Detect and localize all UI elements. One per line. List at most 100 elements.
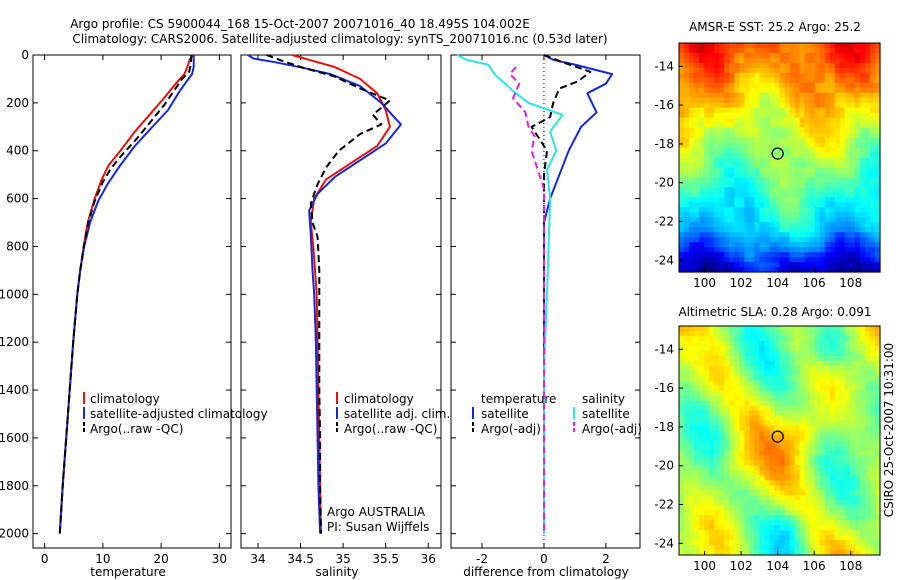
sst-heatmap-cell bbox=[844, 247, 851, 253]
sla-heatmap-cell bbox=[794, 395, 801, 402]
sla-heatmap-cell bbox=[789, 390, 796, 397]
sst-heatmap-cell bbox=[704, 87, 710, 94]
sst-heatmap-cell bbox=[859, 267, 866, 273]
sla-heatmap-cell bbox=[694, 410, 700, 417]
sst-heatmap-cell bbox=[864, 162, 871, 169]
sla-heatmap-cell bbox=[734, 520, 740, 526]
sla-heatmap-cell bbox=[704, 545, 710, 551]
sst-heatmap-cell bbox=[809, 247, 816, 253]
temperature-series-satellite-adjusted-climatology bbox=[58, 55, 195, 534]
sst-heatmap-cell bbox=[734, 117, 740, 124]
sla-heatmap-cell bbox=[829, 510, 836, 516]
sst-heatmap-cell bbox=[869, 212, 876, 218]
sst-heatmap-cell bbox=[694, 77, 700, 84]
sla-heatmap-cell bbox=[819, 515, 826, 521]
sst-heatmap-cell bbox=[719, 252, 725, 258]
sst-heatmap-cell bbox=[849, 217, 856, 223]
sst-heatmap-cell bbox=[699, 47, 705, 54]
sla-heatmap-cell bbox=[699, 485, 705, 491]
sla-heatmap-cell bbox=[874, 350, 881, 357]
sst-heatmap-cell bbox=[859, 92, 866, 99]
sst-heatmap-cell bbox=[864, 252, 871, 258]
sst-heatmap-cell bbox=[759, 162, 766, 169]
sst-heatmap-cell bbox=[779, 72, 786, 79]
sst-heatmap-cell bbox=[874, 62, 881, 69]
sst-heatmap-cell bbox=[774, 102, 781, 109]
sst-heatmap-cell bbox=[744, 177, 750, 183]
sla-heatmap-cell bbox=[824, 355, 831, 362]
sst-heatmap-cell bbox=[869, 67, 876, 74]
sst-heatmap-cell bbox=[844, 72, 851, 79]
sla-heatmap-cell bbox=[699, 455, 705, 462]
sla-heatmap-cell bbox=[694, 375, 700, 382]
sla-heatmap-cell bbox=[859, 360, 866, 367]
sst-heatmap-cell bbox=[724, 267, 730, 273]
sst-heatmap-cell bbox=[874, 43, 881, 49]
sst-heatmap-cell bbox=[834, 187, 841, 193]
sla-heatmap-cell bbox=[709, 475, 715, 481]
sla-heatmap-cell bbox=[829, 420, 836, 427]
sst-heatmap-cell bbox=[694, 157, 700, 164]
sst-heatmap-cell bbox=[799, 242, 806, 248]
sla-heatmap-cell bbox=[859, 350, 866, 357]
sst-heatmap-cell bbox=[794, 102, 801, 109]
sst-heatmap-cell bbox=[709, 43, 715, 49]
sst-heatmap-cell bbox=[719, 127, 725, 134]
sst-heatmap-cell bbox=[779, 262, 786, 268]
sla-heatmap-cell bbox=[679, 415, 685, 422]
sst-heatmap-cell bbox=[819, 237, 826, 243]
sst-heatmap-cell bbox=[824, 217, 831, 223]
sst-heatmap-cell bbox=[859, 177, 866, 183]
sst-heatmap-cell bbox=[699, 177, 705, 183]
sla-heatmap-cell bbox=[824, 345, 831, 352]
sst-heatmap-cell bbox=[679, 147, 685, 154]
difference-xtick-label: 0 bbox=[540, 552, 548, 566]
sla-heatmap-cell bbox=[764, 430, 771, 437]
sst-heatmap-cell bbox=[839, 227, 846, 233]
sla-heatmap-cell bbox=[759, 410, 766, 417]
sst-heatmap-cell bbox=[849, 237, 856, 243]
sst-heatmap-cell bbox=[799, 92, 806, 99]
sst-heatmap-cell bbox=[749, 202, 755, 208]
sst-heatmap-cell bbox=[859, 182, 866, 188]
sst-heatmap-cell bbox=[814, 257, 821, 263]
sla-heatmap-cell bbox=[819, 530, 826, 536]
sst-heatmap-cell bbox=[829, 262, 836, 268]
sla-heatmap-cell bbox=[739, 485, 745, 491]
sst-heatmap-cell bbox=[769, 177, 776, 183]
sst-heatmap-cell bbox=[744, 87, 750, 94]
sst-heatmap-cell bbox=[864, 212, 871, 218]
sst-heatmap-cell bbox=[799, 152, 806, 159]
sla-heatmap-cell bbox=[779, 490, 786, 496]
sst-heatmap-cell bbox=[709, 67, 715, 74]
sla-heatmap-cell bbox=[749, 415, 755, 422]
sst-heatmap-cell bbox=[839, 132, 846, 139]
sst-heatmap-cell bbox=[749, 182, 755, 188]
sla-heatmap-cell bbox=[744, 400, 750, 407]
sst-heatmap-cell bbox=[779, 172, 786, 179]
sla-heatmap-cell bbox=[799, 445, 806, 452]
sla-heatmap-cell bbox=[704, 390, 710, 397]
sst-heatmap-cell bbox=[764, 127, 771, 134]
sla-heatmap-cell bbox=[694, 455, 700, 462]
sst-heatmap-cell bbox=[709, 222, 715, 228]
sst-heatmap-cell bbox=[854, 237, 861, 243]
sst-heatmap-cell bbox=[869, 197, 876, 203]
sst-heatmap-cell bbox=[829, 182, 836, 188]
sla-heatmap-cell bbox=[744, 540, 750, 546]
sla-heatmap-cell bbox=[709, 405, 715, 412]
sla-heatmap-cell bbox=[724, 475, 730, 481]
sst-heatmap-cell bbox=[834, 147, 841, 154]
sst-heatmap-cell bbox=[814, 232, 821, 238]
sst-heatmap-cell bbox=[719, 197, 725, 203]
sla-heatmap-cell bbox=[854, 480, 861, 486]
sla-heatmap-cell bbox=[729, 385, 735, 392]
sla-heatmap-cell bbox=[754, 495, 761, 501]
sla-heatmap-cell bbox=[754, 540, 761, 546]
sla-heatmap-cell bbox=[829, 455, 836, 462]
sla-heatmap-cell bbox=[744, 430, 750, 437]
sla-heatmap-cell bbox=[834, 460, 841, 466]
sst-heatmap-cell bbox=[859, 97, 866, 104]
sla-heatmap-cell bbox=[719, 335, 725, 342]
sst-heatmap-cell bbox=[844, 207, 851, 213]
